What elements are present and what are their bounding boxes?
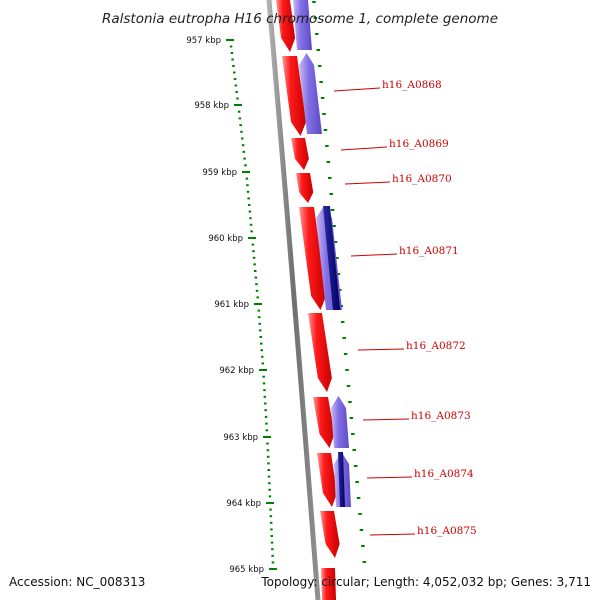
tick-label: 957 kbp <box>186 36 221 46</box>
gene-label: h16_A0875 <box>417 525 477 537</box>
tick-label: 959 kbp <box>202 168 237 178</box>
tick-label: 964 kbp <box>226 499 261 509</box>
reverse-gene-arrow-dark <box>338 452 345 507</box>
topology-summary: Topology: circular; Length: 4,052,032 bp… <box>260 575 591 589</box>
reverse-gene-arrow-dark <box>323 206 340 310</box>
forward-gene-arrow <box>296 173 314 203</box>
reverse-gene-arrow <box>293 0 312 50</box>
forward-gene-arrow <box>282 56 307 136</box>
tick-label: 958 kbp <box>194 101 229 111</box>
reverse-gene-arrow <box>299 53 322 134</box>
tick-label: 961 kbp <box>214 300 249 310</box>
reverse-gene-arrow <box>331 396 349 448</box>
gene-label: h16_A0869 <box>389 138 449 150</box>
gene-label-leader <box>350 253 398 257</box>
gene-label-leader <box>369 533 416 536</box>
map-title: Ralstonia eutropha H16 chromosome 1, com… <box>102 11 498 27</box>
chromosome-backbone <box>266 0 321 600</box>
tick-label: 960 kbp <box>208 234 243 244</box>
gene-label: h16_A0873 <box>411 410 471 422</box>
forward-gene-arrow <box>317 453 337 507</box>
gene-label: h16_A0868 <box>382 79 442 91</box>
forward-gene-arrow <box>313 397 335 448</box>
gene-label-leader <box>366 476 413 479</box>
tick-label: 962 kbp <box>219 366 254 376</box>
gene-label-leader <box>357 348 405 351</box>
gene-label: h16_A0870 <box>392 173 452 185</box>
accession-text: Accession: NC_008313 <box>9 575 145 589</box>
gene-label: h16_A0874 <box>414 468 474 480</box>
ruler-ticks <box>226 1 367 570</box>
gene-label-leader <box>344 181 391 185</box>
forward-gene-arrow <box>320 511 340 558</box>
gene-label-leader <box>333 87 381 92</box>
forward-gene-arrow <box>291 138 309 170</box>
ruler-tick-labels: 957 kbp 958 kbp 959 kbp 960 kbp 961 kbp 962 k… <box>186 36 264 575</box>
forward-gene-arrow <box>276 0 296 52</box>
gene-features <box>276 0 351 600</box>
gene-labels: h16_A0868 h16_A0869 h16_A0870 h16_A0871 h16_… <box>333 79 477 537</box>
gene-label-leader <box>340 146 388 151</box>
gene-label-leader <box>362 418 410 421</box>
forward-gene-arrow <box>321 568 336 600</box>
tick-label: 965 kbp <box>229 565 264 575</box>
gene-label: h16_A0872 <box>406 340 466 352</box>
forward-gene-arrow <box>299 207 327 310</box>
forward-gene-arrow <box>308 313 332 392</box>
tick-label: 963 kbp <box>223 433 258 443</box>
gene-label: h16_A0871 <box>399 245 459 257</box>
